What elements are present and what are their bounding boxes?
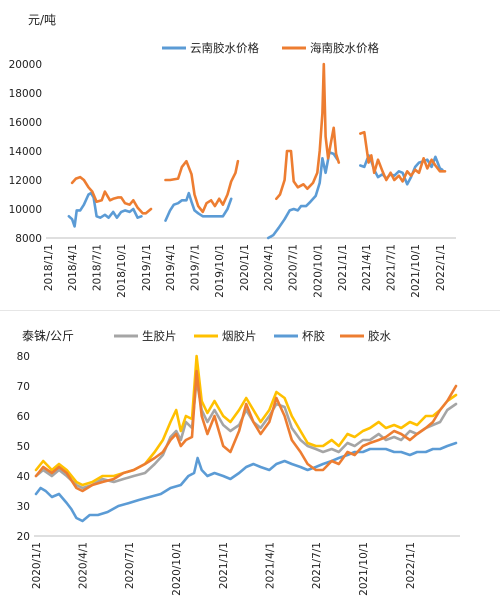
x-tick-label: 2020/1/1 <box>239 244 251 291</box>
legend-label: 烟胶片 <box>222 329 257 343</box>
x-tick-label: 2021/1/1 <box>218 542 230 589</box>
x-tick-label: 2021/10/1 <box>358 542 370 596</box>
x-tick-label: 2022/1/1 <box>405 542 417 589</box>
y-tick-label: 20000 <box>9 59 42 71</box>
legend: 云南胶水价格 海南胶水价格 <box>162 41 379 55</box>
series-lines <box>67 62 447 240</box>
legend-label: 胶水 <box>368 329 391 343</box>
x-tick-label: 2020/7/1 <box>124 542 136 589</box>
y-unit-label: 泰铢/公斤 <box>22 328 74 343</box>
x-tick-label: 2018/7/1 <box>92 244 104 291</box>
x-tick-label: 2021/7/1 <box>311 542 323 589</box>
series-line <box>359 130 447 183</box>
x-tick-label: 2018/1/1 <box>43 244 55 291</box>
y-tick-label: 18000 <box>9 88 42 100</box>
y-tick-label: 60 <box>17 411 30 423</box>
y-unit-label: 元/吨 <box>28 13 56 27</box>
x-axis-ticks: 2020/1/1 2020/4/1 2020/7/1 2020/10/1 2021/1/… <box>31 542 417 596</box>
y-tick-label: 16000 <box>9 117 42 129</box>
chart-top: 元/吨 云南胶水价格 海南胶水价格 8000 10000 12000 14000 160… <box>9 13 456 298</box>
series-line <box>34 354 458 487</box>
series-line <box>266 151 339 240</box>
legend: 生胶片 烟胶片 杯胶 胶水 <box>114 329 391 343</box>
series-line <box>34 378 458 490</box>
x-axis-ticks: 2018/1/1 2018/4/1 2018/7/1 2018/10/1 2019/1/… <box>43 244 447 298</box>
x-tick-label: 2018/4/1 <box>67 244 79 291</box>
series-line <box>275 62 341 201</box>
legend-label: 云南胶水价格 <box>190 41 259 55</box>
y-tick-label: 40 <box>17 471 30 483</box>
y-tick-label: 10000 <box>9 204 42 216</box>
y-tick-label: 50 <box>17 441 30 453</box>
x-tick-label: 2020/4/1 <box>78 542 90 589</box>
legend-label: 杯胶 <box>302 329 325 343</box>
x-tick-label: 2019/10/1 <box>214 244 226 298</box>
x-tick-label: 2020/10/1 <box>171 542 183 596</box>
y-tick-label: 8000 <box>15 233 42 245</box>
x-tick-label: 2020/7/1 <box>288 244 300 291</box>
x-tick-label: 2021/4/1 <box>264 542 276 589</box>
legend-label: 生胶片 <box>142 329 177 343</box>
series-line <box>70 175 153 215</box>
series-line <box>67 191 143 228</box>
x-tick-label: 2020/1/1 <box>31 542 43 589</box>
x-tick-label: 2019/4/1 <box>165 244 177 291</box>
y-axis-ticks: 8000 10000 12000 14000 16000 18000 20000 <box>9 59 42 245</box>
series-line <box>34 441 458 523</box>
x-tick-label: 2022/1/1 <box>435 244 447 291</box>
y-tick-label: 80 <box>17 351 30 363</box>
divider <box>0 310 500 311</box>
series-line <box>164 159 240 214</box>
series-lines <box>34 354 458 523</box>
x-tick-label: 2021/7/1 <box>386 244 398 291</box>
x-tick-label: 2018/10/1 <box>116 244 128 298</box>
x-tick-label: 2021/10/1 <box>410 244 422 298</box>
legend-label: 海南胶水价格 <box>310 41 379 55</box>
series-line <box>164 191 233 222</box>
chart-bottom: 泰铢/公斤 生胶片 烟胶片 杯胶 胶水 20 30 40 50 60 70 80 2020/… <box>17 328 460 596</box>
x-tick-label: 2021/4/1 <box>361 244 373 291</box>
y-tick-label: 30 <box>17 501 30 513</box>
series-line <box>34 369 458 493</box>
x-tick-label: 2019/7/1 <box>189 244 201 291</box>
y-tick-label: 20 <box>17 531 30 543</box>
x-tick-label: 2020/10/1 <box>312 244 324 298</box>
y-tick-label: 12000 <box>9 175 42 187</box>
y-tick-label: 70 <box>17 381 30 393</box>
x-tick-label: 2020/4/1 <box>263 244 275 291</box>
y-tick-label: 14000 <box>9 146 42 158</box>
y-axis-ticks: 20 30 40 50 60 70 80 <box>17 351 30 543</box>
x-tick-label: 2021/1/1 <box>337 244 349 291</box>
x-tick-label: 2019/1/1 <box>141 244 153 291</box>
